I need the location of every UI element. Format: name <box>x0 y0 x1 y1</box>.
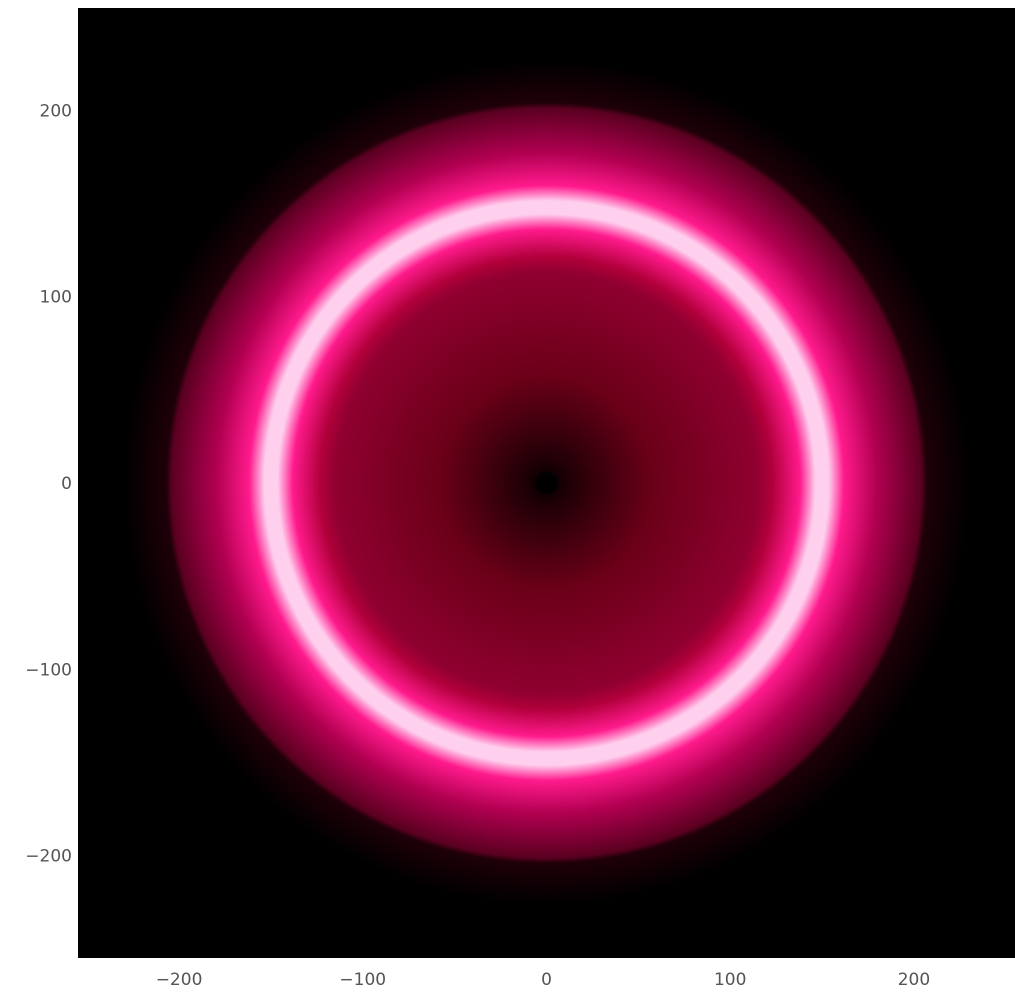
center-dot <box>535 471 558 495</box>
x-tick-label: −100 <box>339 970 386 990</box>
x-tick-label: 100 <box>714 970 746 990</box>
y-tick-label: 0 <box>61 474 72 494</box>
y-tick-label: 100 <box>40 288 72 308</box>
y-tick-label: −200 <box>25 847 72 867</box>
y-axis-ticks: 200 100 0 −100 −200 <box>25 101 72 866</box>
plot-area <box>78 8 1015 958</box>
y-tick-label: −100 <box>25 660 72 680</box>
y-tick-label: 200 <box>40 101 72 121</box>
x-tick-label: 200 <box>898 970 930 990</box>
x-axis-ticks: −200 −100 0 100 200 <box>156 970 930 990</box>
x-tick-label: 0 <box>541 970 552 990</box>
x-tick-label: −200 <box>156 970 203 990</box>
